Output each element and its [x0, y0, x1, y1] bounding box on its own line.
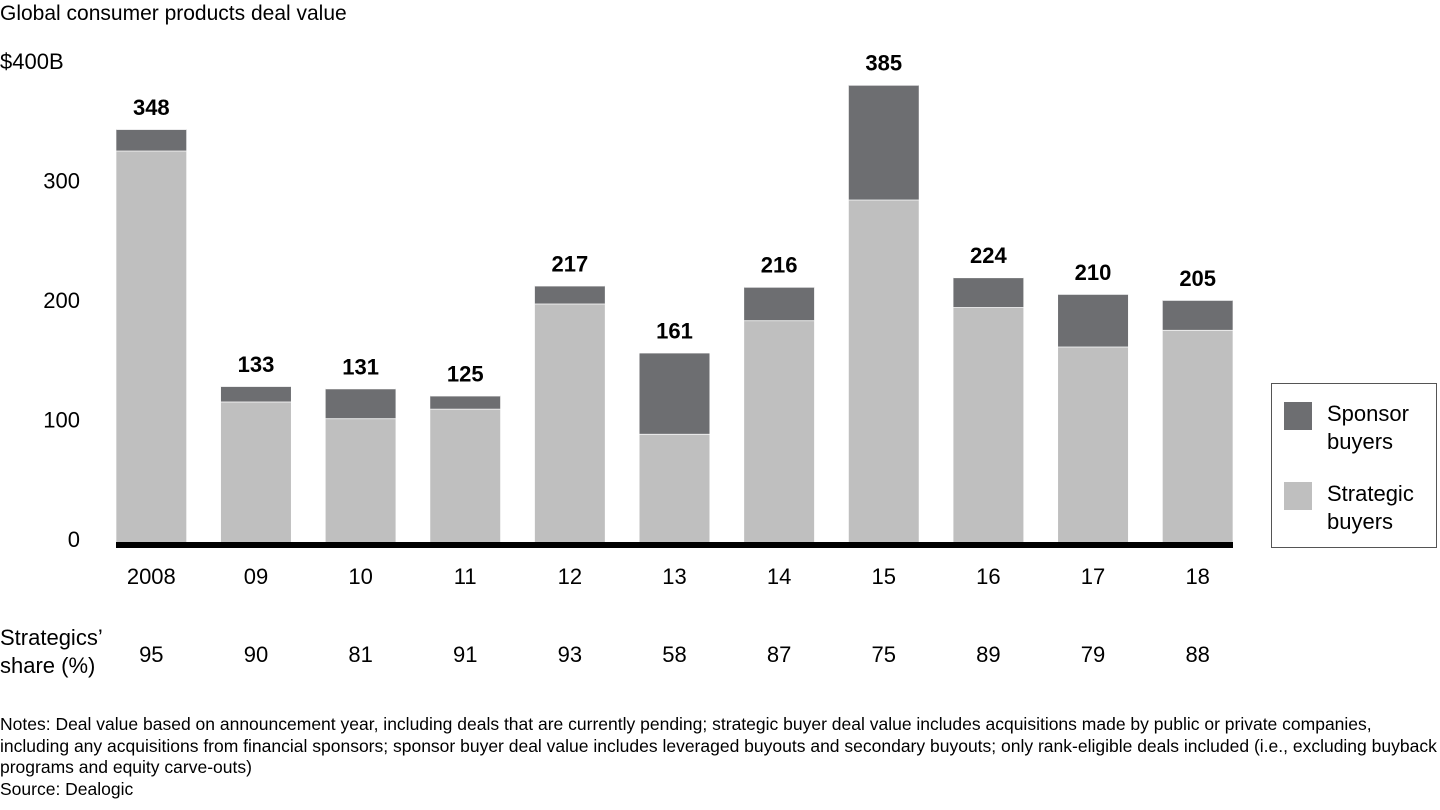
share-value: 93 [558, 642, 582, 667]
source-text: Source: Dealogic [0, 778, 134, 799]
total-label: 161 [656, 318, 693, 343]
bar-segment [325, 388, 396, 419]
bar-segment [430, 408, 501, 545]
total-label: 210 [1075, 260, 1112, 285]
bar-segment [744, 320, 815, 545]
y-tick-label: 0 [68, 527, 80, 552]
x-tick-label: 18 [1185, 564, 1209, 589]
bar-segment [1162, 300, 1233, 330]
x-tick-label: 15 [872, 564, 896, 589]
bar-segment [953, 277, 1024, 308]
share-value: 91 [453, 642, 477, 667]
x-tick-label: 12 [558, 564, 582, 589]
total-label: 205 [1179, 266, 1216, 291]
total-label: 125 [447, 361, 484, 386]
legend-swatch [1284, 402, 1312, 430]
bar-segment [744, 286, 815, 321]
bar-segment [534, 303, 605, 545]
x-tick-label: 2008 [127, 564, 176, 589]
total-label: 385 [865, 51, 902, 76]
bar-segment [220, 386, 291, 402]
share-value: 88 [1185, 642, 1209, 667]
share-value: 81 [348, 642, 372, 667]
share-value: 89 [976, 642, 1000, 667]
total-label: 224 [970, 243, 1007, 268]
bar-segment [953, 307, 1024, 545]
bar-segment [116, 150, 187, 545]
y-tick-label: 100 [43, 407, 80, 432]
share-value: 90 [244, 642, 268, 667]
x-tick-label: 11 [454, 564, 477, 589]
share-value: 79 [1081, 642, 1105, 667]
total-label: 131 [342, 354, 379, 379]
legend-label: Sponsor buyers [1327, 401, 1409, 454]
notes-text: Notes: Deal value based on announcement … [0, 714, 1437, 777]
total-label: 133 [238, 352, 275, 377]
share-value: 58 [662, 642, 686, 667]
share-value: 87 [767, 642, 791, 667]
total-label: 217 [552, 251, 589, 276]
bar-segment [639, 433, 710, 545]
total-label: 216 [761, 253, 798, 278]
legend-item: Strategic buyers [1284, 480, 1432, 536]
x-tick-label: 13 [662, 564, 686, 589]
x-tick-label: 09 [244, 564, 268, 589]
bar-segment [1058, 346, 1129, 545]
bar-segment [639, 352, 710, 434]
share-value: 75 [872, 642, 896, 667]
bar-segment [325, 418, 396, 545]
y-tick-label: 300 [43, 168, 80, 193]
x-tick-label: 16 [976, 564, 1000, 589]
chart-title: Global consumer products deal value [0, 2, 347, 25]
bar-segment [220, 401, 291, 545]
bar-segment [430, 395, 501, 409]
legend-swatch [1284, 482, 1312, 510]
bar-segment [1058, 294, 1129, 347]
legend-item: Sponsor buyers [1284, 400, 1432, 456]
bar-segment [848, 84, 919, 200]
x-tick-label: 14 [767, 564, 791, 589]
legend: Sponsor buyers Strategic buyers [1271, 383, 1437, 548]
total-label: 348 [133, 95, 170, 120]
x-tick-label: 17 [1081, 564, 1105, 589]
share-row-label: Strategics’ share (%) [0, 625, 102, 678]
y-tick-label: $400B [0, 49, 64, 74]
bar-segment [116, 129, 187, 151]
bar-segment [534, 285, 605, 304]
share-value: 95 [139, 642, 163, 667]
bar-segment [848, 199, 919, 545]
bar-segment [1162, 329, 1233, 545]
x-tick-label: 10 [348, 564, 372, 589]
y-tick-label: 200 [43, 288, 80, 313]
legend-label: Strategic buyers [1327, 481, 1414, 534]
notes: Notes: Deal value based on announcement … [0, 714, 1440, 800]
